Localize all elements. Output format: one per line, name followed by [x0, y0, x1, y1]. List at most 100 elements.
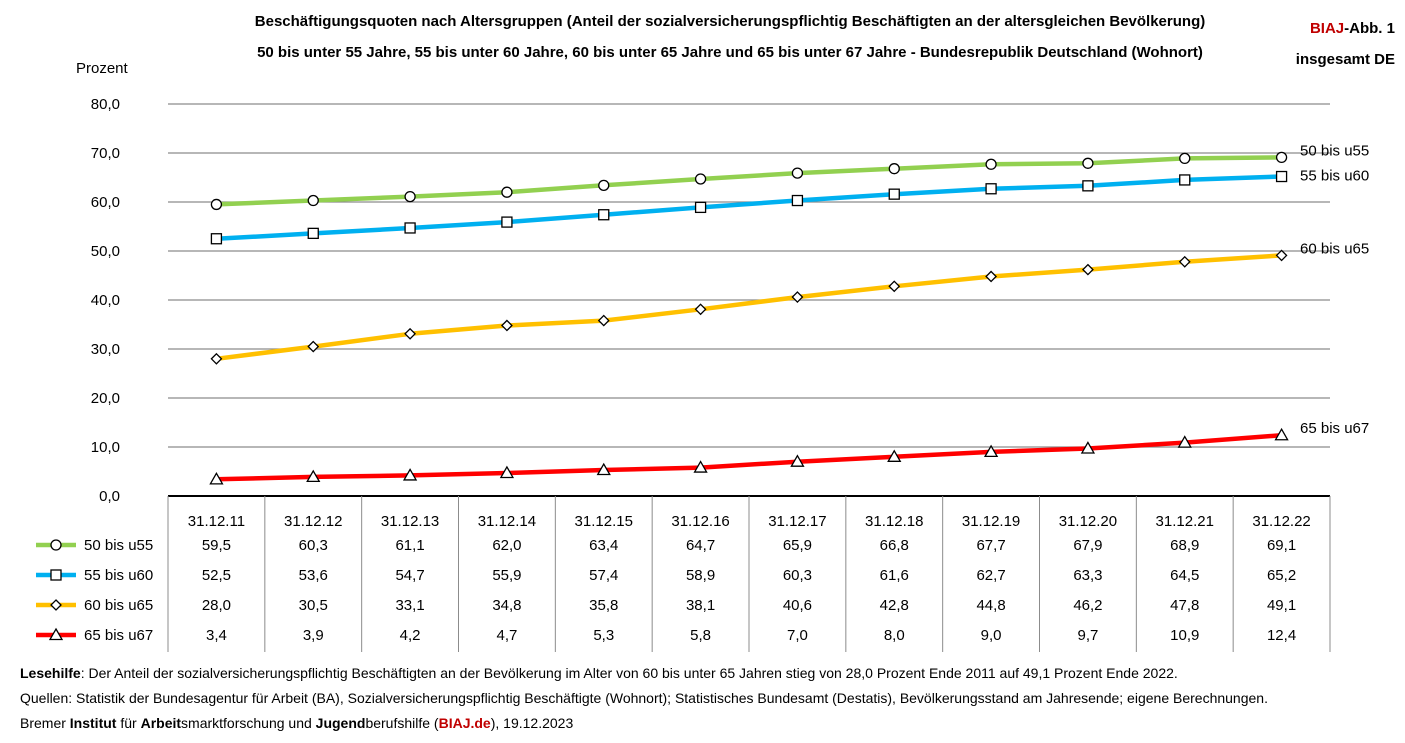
data-point-65-bis-u67 — [790, 454, 805, 467]
table-value: 35,8 — [589, 597, 618, 614]
data-point-55-bis-u60 — [501, 216, 513, 228]
data-point-50-bis-u55 — [1082, 157, 1094, 169]
x-tick-label: 31.12.21 — [1156, 513, 1214, 530]
data-point-55-bis-u60 — [791, 194, 804, 207]
table-value: 3,4 — [206, 627, 227, 644]
table-value: 5,3 — [593, 627, 614, 644]
x-tick-label: 31.12.16 — [671, 513, 729, 530]
legend-marker-50-bis-u55 — [50, 539, 62, 551]
data-point-65-bis-u67 — [402, 468, 418, 481]
data-point-55-bis-u60 — [888, 188, 900, 200]
table-value: 64,7 — [686, 537, 715, 554]
table-value: 28,0 — [202, 597, 231, 614]
x-tick-label: 31.12.17 — [768, 513, 826, 530]
table-value: 58,9 — [686, 567, 715, 584]
data-point-55-bis-u60 — [985, 183, 997, 195]
table-value: 54,7 — [395, 567, 424, 584]
x-tick-label: 31.12.13 — [381, 513, 439, 530]
table-value: 38,1 — [686, 597, 715, 614]
table-value: 40,6 — [783, 597, 812, 614]
table-value: 42,8 — [880, 597, 909, 614]
legend-label: 60 bis u65 — [84, 597, 153, 614]
data-point-50-bis-u55 — [598, 179, 610, 191]
y-tick-label: 60,0 — [91, 194, 120, 211]
data-point-65-bis-u67 — [499, 465, 515, 479]
legend-label: 65 bis u67 — [84, 627, 153, 644]
series-end-label: 55 bis u60 — [1300, 167, 1369, 184]
table-value: 64,5 — [1170, 567, 1199, 584]
data-point-50-bis-u55 — [1275, 151, 1288, 164]
table-value: 4,7 — [496, 627, 517, 644]
biaj-link[interactable]: BIAJ.de — [438, 715, 491, 731]
data-point-60-bis-u65 — [694, 303, 707, 316]
data-point-60-bis-u65 — [404, 327, 417, 340]
series-end-label: 50 bis u55 — [1300, 142, 1369, 159]
table-value: 65,2 — [1267, 567, 1296, 584]
y-tick-label: 50,0 — [91, 243, 120, 260]
table-value: 9,0 — [981, 627, 1002, 644]
institute-credit: Bremer Institut für Arbeitsmarktforschun… — [20, 715, 574, 731]
data-point-65-bis-u67 — [887, 449, 902, 462]
data-point-60-bis-u65 — [500, 319, 513, 332]
data-point-55-bis-u60 — [1275, 170, 1288, 183]
data-point-50-bis-u55 — [888, 163, 900, 175]
table-value: 60,3 — [299, 537, 328, 554]
table-value: 63,3 — [1073, 567, 1102, 584]
table-value: 47,8 — [1170, 597, 1199, 614]
data-point-60-bis-u65 — [985, 270, 998, 283]
reading-aid: Lesehilfe: Der Anteil der sozialversiche… — [20, 665, 1178, 681]
table-value: 9,7 — [1077, 627, 1098, 644]
data-point-55-bis-u60 — [210, 233, 223, 245]
data-point-60-bis-u65 — [210, 352, 223, 365]
y-tick-label: 40,0 — [91, 292, 120, 309]
data-point-55-bis-u60 — [1082, 180, 1094, 192]
table-value: 57,4 — [589, 567, 618, 584]
brand-label: BIAJ-Abb. 1 insgesamt DE — [1296, 13, 1395, 75]
table-value: 46,2 — [1073, 597, 1102, 614]
data-point-60-bis-u65 — [1081, 263, 1094, 276]
data-point-65-bis-u67 — [1080, 441, 1096, 454]
y-tick-label: 70,0 — [91, 145, 120, 162]
table-value: 62,0 — [492, 537, 521, 554]
brand-name: BIAJ — [1309, 20, 1345, 37]
table-value: 49,1 — [1267, 597, 1296, 614]
data-point-60-bis-u65 — [888, 280, 901, 293]
data-point-50-bis-u55 — [210, 198, 223, 211]
legend-label: 50 bis u55 — [84, 537, 153, 554]
x-tick-label: 31.12.18 — [865, 513, 923, 530]
data-point-50-bis-u55 — [1179, 152, 1191, 165]
y-axis-label: Prozent — [76, 60, 128, 77]
series-line-60-bis-u65 — [216, 253, 1282, 362]
table-value: 59,5 — [202, 537, 231, 554]
table-value: 60,3 — [783, 567, 812, 584]
table-value: 61,6 — [880, 567, 909, 584]
x-tick-label: 31.12.20 — [1059, 513, 1117, 530]
y-tick-label: 80,0 — [91, 96, 120, 113]
data-point-55-bis-u60 — [1179, 174, 1191, 186]
data-point-60-bis-u65 — [1178, 255, 1191, 268]
table-value: 8,0 — [884, 627, 905, 644]
table-value: 63,4 — [589, 537, 618, 554]
table-value: 69,1 — [1267, 537, 1296, 554]
table-value: 67,7 — [976, 537, 1005, 554]
data-point-55-bis-u60 — [598, 209, 610, 221]
data-point-65-bis-u67 — [209, 472, 224, 485]
table-value: 55,9 — [492, 567, 521, 584]
data-point-55-bis-u60 — [694, 201, 707, 214]
data-point-65-bis-u67 — [693, 460, 708, 473]
legend-marker-65-bis-u67 — [48, 627, 64, 641]
x-tick-label: 31.12.14 — [478, 513, 536, 530]
data-point-65-bis-u67 — [1274, 427, 1289, 441]
x-tick-label: 31.12.19 — [962, 513, 1020, 530]
legend-marker-60-bis-u65 — [50, 599, 62, 611]
table-value: 5,8 — [690, 627, 711, 644]
series-end-label: 65 bis u67 — [1300, 420, 1369, 437]
sources-note: Quellen: Statistik der Bundesagentur für… — [20, 690, 1268, 706]
data-point-60-bis-u65 — [1275, 249, 1288, 262]
data-point-50-bis-u55 — [404, 190, 416, 203]
data-point-65-bis-u67 — [306, 469, 321, 483]
table-value: 67,9 — [1073, 537, 1102, 554]
data-point-50-bis-u55 — [985, 158, 997, 170]
table-value: 44,8 — [976, 597, 1005, 614]
data-point-50-bis-u55 — [791, 167, 804, 179]
